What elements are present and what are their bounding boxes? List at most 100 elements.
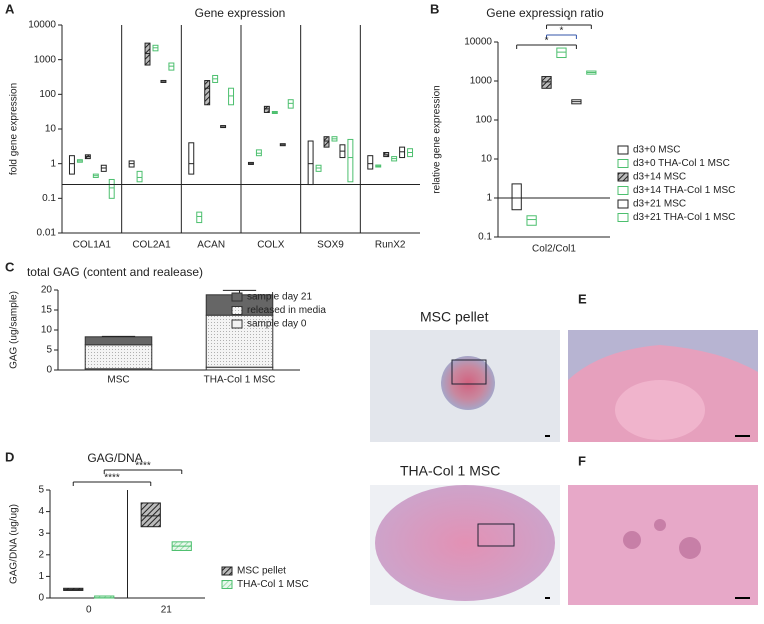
legend-label: d3+14 THA-Col 1 MSC xyxy=(633,185,735,196)
panel-label: D xyxy=(5,449,14,464)
y-axis-label: GAG/DNA (ug/ug) xyxy=(9,504,20,584)
y-tick-label: 0.1 xyxy=(478,232,492,243)
range-box xyxy=(526,215,537,226)
range-box xyxy=(140,502,161,528)
x-tick-label: Col2/Col1 xyxy=(532,244,576,255)
legend-swatch xyxy=(617,199,629,209)
panel-label: E xyxy=(578,291,587,306)
y-tick-label: 0.01 xyxy=(37,228,57,239)
range-box xyxy=(399,146,406,159)
image-e xyxy=(370,330,758,442)
panel-label: C xyxy=(5,259,15,274)
range-box xyxy=(196,211,203,224)
legend-label: d3+21 THA-Col 1 MSC xyxy=(633,212,735,223)
x-tick-label: ACAN xyxy=(197,240,225,251)
range-box xyxy=(511,183,522,211)
range-box xyxy=(263,105,270,113)
y-axis-label: fold gene expression xyxy=(9,83,20,175)
x-tick-label: COL2A1 xyxy=(132,240,171,251)
significance-label: **** xyxy=(104,473,120,484)
legend-label: d3+0 MSC xyxy=(633,145,681,156)
range-box xyxy=(204,80,211,106)
significance-label: **** xyxy=(135,461,151,472)
y-tick-label: 10 xyxy=(41,325,53,336)
range-box xyxy=(108,178,115,199)
range-box xyxy=(307,140,314,186)
y-tick-label: 10 xyxy=(45,124,57,135)
bar-segment xyxy=(84,336,153,346)
range-box xyxy=(541,76,552,89)
x-tick-label: SOX9 xyxy=(317,240,344,251)
x-tick-label: COL1A1 xyxy=(73,240,112,251)
panel-label: F xyxy=(578,453,586,468)
legend-swatch xyxy=(617,172,629,182)
y-axis-label: relative gene expression xyxy=(432,85,443,193)
y-tick-label: 2 xyxy=(38,549,44,560)
x-tick-label: COLX xyxy=(257,240,285,251)
y-tick-label: 10000 xyxy=(464,37,492,48)
chart-title: Gene expression xyxy=(195,6,286,20)
y-tick-label: 15 xyxy=(41,305,53,316)
legend-swatch xyxy=(221,580,233,589)
y-tick-label: 0.1 xyxy=(42,193,56,204)
legend-label: d3+21 MSC xyxy=(633,199,686,210)
chart-title: Gene expression ratio xyxy=(486,6,604,20)
chart-title: total GAG (content and realease) xyxy=(27,265,203,279)
y-tick-label: 10 xyxy=(481,154,493,165)
x-tick-label: 21 xyxy=(161,605,173,616)
y-tick-label: 3 xyxy=(38,528,44,539)
y-tick-label: 100 xyxy=(475,115,492,126)
range-box xyxy=(287,99,294,109)
y-tick-label: 0 xyxy=(46,365,52,376)
y-axis-label: GAG (ug/sample) xyxy=(9,291,20,369)
range-box xyxy=(347,138,354,183)
range-box xyxy=(188,142,195,175)
range-box xyxy=(323,136,330,148)
range-box xyxy=(556,47,567,59)
image-title: THA-Col 1 MSC xyxy=(400,463,500,479)
legend-label: sample day 0 xyxy=(247,319,307,330)
y-tick-label: 1 xyxy=(50,158,56,169)
legend-label: d3+0 THA-Col 1 MSC xyxy=(633,158,730,169)
legend-swatch xyxy=(231,306,243,315)
x-tick-label: THA-Col 1 MSC xyxy=(204,375,276,386)
range-box xyxy=(367,155,374,170)
range-box xyxy=(144,42,151,66)
y-tick-label: 1 xyxy=(486,193,492,204)
y-tick-label: 5 xyxy=(46,345,52,356)
legend-swatch xyxy=(221,566,233,576)
legend-label: d3+14 MSC xyxy=(633,172,686,183)
y-tick-label: 20 xyxy=(41,285,53,296)
range-box xyxy=(136,170,143,183)
chart-title: GAG/DNA xyxy=(87,451,142,465)
x-tick-label: RunX2 xyxy=(375,240,406,251)
x-tick-label: 0 xyxy=(86,605,92,616)
legend-swatch xyxy=(617,213,629,222)
y-tick-label: 4 xyxy=(38,506,44,517)
significance-label: * xyxy=(560,26,564,37)
significance-label: * xyxy=(545,36,549,47)
legend-swatch xyxy=(617,159,629,168)
y-tick-label: 1 xyxy=(38,571,44,582)
image-f xyxy=(370,485,758,605)
legend-label: THA-Col 1 MSC xyxy=(237,579,309,590)
y-tick-label: 1000 xyxy=(34,54,57,65)
legend-swatch xyxy=(617,145,629,155)
y-tick-label: 0 xyxy=(38,593,44,604)
panel-label: B xyxy=(430,1,439,16)
legend-label: MSC pellet xyxy=(237,566,286,577)
image-title: MSC pellet xyxy=(420,309,489,325)
y-tick-label: 100 xyxy=(39,89,56,100)
legend-label: released in media xyxy=(247,305,326,316)
legend-label: sample day 21 xyxy=(247,292,312,303)
bar-segment xyxy=(84,344,153,370)
y-tick-label: 5 xyxy=(38,485,44,496)
legend-swatch xyxy=(231,319,243,329)
significance-label: * xyxy=(567,16,571,27)
legend-swatch xyxy=(231,292,243,302)
panel-label: A xyxy=(5,1,15,16)
range-box xyxy=(68,155,75,175)
range-box xyxy=(228,87,235,106)
y-tick-label: 10000 xyxy=(28,20,56,31)
